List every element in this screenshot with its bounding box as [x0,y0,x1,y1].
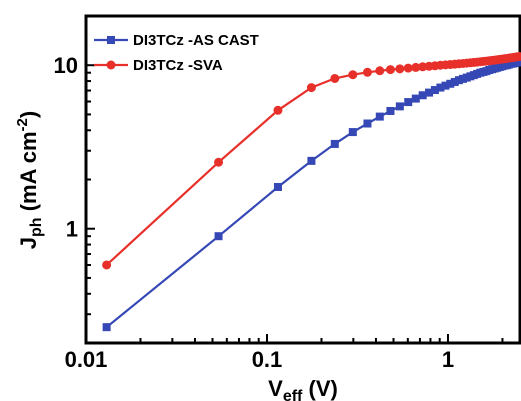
data-point [441,81,450,90]
data-point [375,112,384,121]
data-point [348,70,358,80]
legend-marker [107,36,115,44]
data-point [515,57,521,66]
data-point [307,156,316,165]
data-point [385,65,395,75]
legend-label: DI3TCz -AS CAST [133,32,259,49]
data-point [214,232,223,241]
data-point [430,86,439,95]
data-point [411,62,421,72]
data-point [514,52,521,62]
data-point [363,119,372,128]
data-point [446,79,455,88]
data-point [395,64,405,74]
data-point [386,106,395,115]
series-1 [102,57,521,332]
y-tick-label: 1 [66,217,78,242]
data-point [330,73,340,83]
data-point [436,83,445,92]
series-line [105,60,520,329]
x-axis-title: Veff (V) [268,376,338,401]
data-point [450,77,459,86]
series-layer [102,52,521,332]
data-point [330,139,339,148]
series-2 [102,52,521,270]
data-point [375,66,385,76]
x-tick-label: 0.1 [252,347,283,372]
legend-item: DI3TCz -SVA [94,57,223,74]
data-point [306,83,316,93]
x-tick-label: 0.01 [65,347,108,372]
data-point [403,63,413,73]
data-point [425,88,434,97]
data-point [214,157,224,167]
legend-label: DI3TCz -SVA [133,57,223,74]
data-point [418,91,427,100]
y-axis-label: Jph (mA cm-2) [14,111,45,249]
legend-marker [106,60,116,70]
data-point [362,67,372,77]
data-point [411,94,420,103]
data-point [102,323,111,332]
x-axis-label: Veff (V) [268,376,338,401]
y-axis-title: Jph (mA cm-2) [14,111,45,249]
data-point [395,102,404,111]
legend-item: DI3TCz -AS CAST [94,32,259,49]
data-point [348,128,357,137]
legend: DI3TCz -AS CAST DI3TCz -SVA [94,32,259,74]
x-tick-label: 1 [442,347,454,372]
data-point [273,105,283,115]
y-tick-label: 10 [54,53,78,78]
data-point [102,260,112,270]
data-point [273,182,282,191]
data-point [404,98,413,107]
ticks-layer: 0.01 0.1 1 1 10 [54,15,504,372]
